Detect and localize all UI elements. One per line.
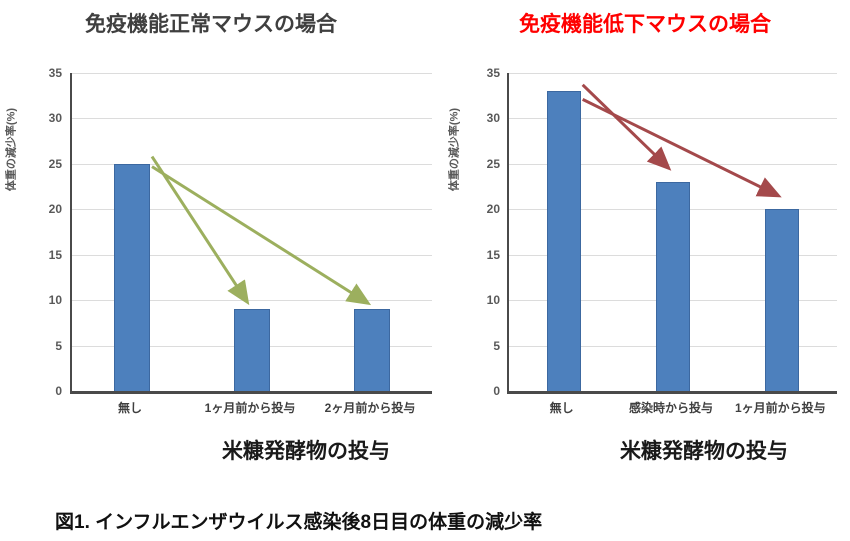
bar-無し bbox=[547, 91, 581, 391]
gridline bbox=[72, 118, 432, 120]
y-tick-label: 15 bbox=[48, 247, 62, 262]
y-axis-label: 体重の減少率(%) bbox=[448, 107, 461, 192]
y-tick-label: 20 bbox=[486, 202, 500, 217]
bar-2ヶ月前から投与 bbox=[354, 309, 390, 391]
plot-area bbox=[70, 73, 432, 394]
y-tick-label: 5 bbox=[55, 338, 62, 353]
y-tick-label: 25 bbox=[486, 156, 500, 171]
y-tick-label: 20 bbox=[48, 202, 62, 217]
gridline bbox=[72, 73, 432, 74]
x-category-label: 1ヶ月前から投与 bbox=[734, 401, 826, 415]
y-tick-label: 35 bbox=[486, 66, 500, 80]
figure-caption: 図1. インフルエンザウイルス感染後8日目の体重の減少率 bbox=[55, 512, 543, 533]
chart-immunocompromised-mice: 免疫機能低下マウスの場合 体重の減少率(%) 0 5 10 15 20 25 30 35 無し… bbox=[433, 0, 850, 480]
y-tick-label: 30 bbox=[486, 111, 500, 126]
x-category-label: 感染時から投与 bbox=[628, 401, 714, 415]
gridline bbox=[72, 163, 432, 165]
bar-感染時から投与 bbox=[656, 182, 690, 391]
x-category-label: 無し bbox=[117, 401, 143, 415]
x-axis-title: 米糠発酵物の投与 bbox=[222, 440, 390, 463]
y-tick-label: 5 bbox=[493, 338, 500, 353]
x-category-label: 2ヶ月前から投与 bbox=[324, 401, 416, 415]
chart-normal-mice: 免疫機能正常マウスの場合 体重の減少率(%) 0 5 10 15 20 25 30 35 無し… bbox=[0, 0, 433, 480]
x-category-label: 1ヶ月前から投与 bbox=[204, 401, 296, 415]
y-tick-label: 25 bbox=[48, 156, 62, 171]
plot-area bbox=[507, 73, 837, 394]
bar-1ヶ月前から投与 bbox=[765, 209, 799, 391]
chart-title-normal: 免疫機能正常マウスの場合 bbox=[85, 13, 337, 36]
y-tick-label: 10 bbox=[48, 293, 62, 308]
y-tick-label: 30 bbox=[48, 111, 62, 126]
y-tick-label: 15 bbox=[486, 247, 500, 262]
gridline bbox=[509, 73, 837, 74]
y-tick-label: 0 bbox=[55, 384, 62, 398]
y-tick-label: 35 bbox=[48, 66, 62, 80]
x-category-label: 無し bbox=[549, 401, 574, 415]
x-axis-title: 米糠発酵物の投与 bbox=[620, 440, 788, 463]
bar-1ヶ月前から投与 bbox=[234, 309, 270, 391]
y-axis-label: 体重の減少率(%) bbox=[5, 107, 18, 192]
y-tick-label: 0 bbox=[493, 384, 500, 398]
bar-無し bbox=[114, 164, 150, 391]
chart-title-immunocompromised: 免疫機能低下マウスの場合 bbox=[519, 13, 771, 36]
y-tick-label: 10 bbox=[486, 293, 500, 308]
